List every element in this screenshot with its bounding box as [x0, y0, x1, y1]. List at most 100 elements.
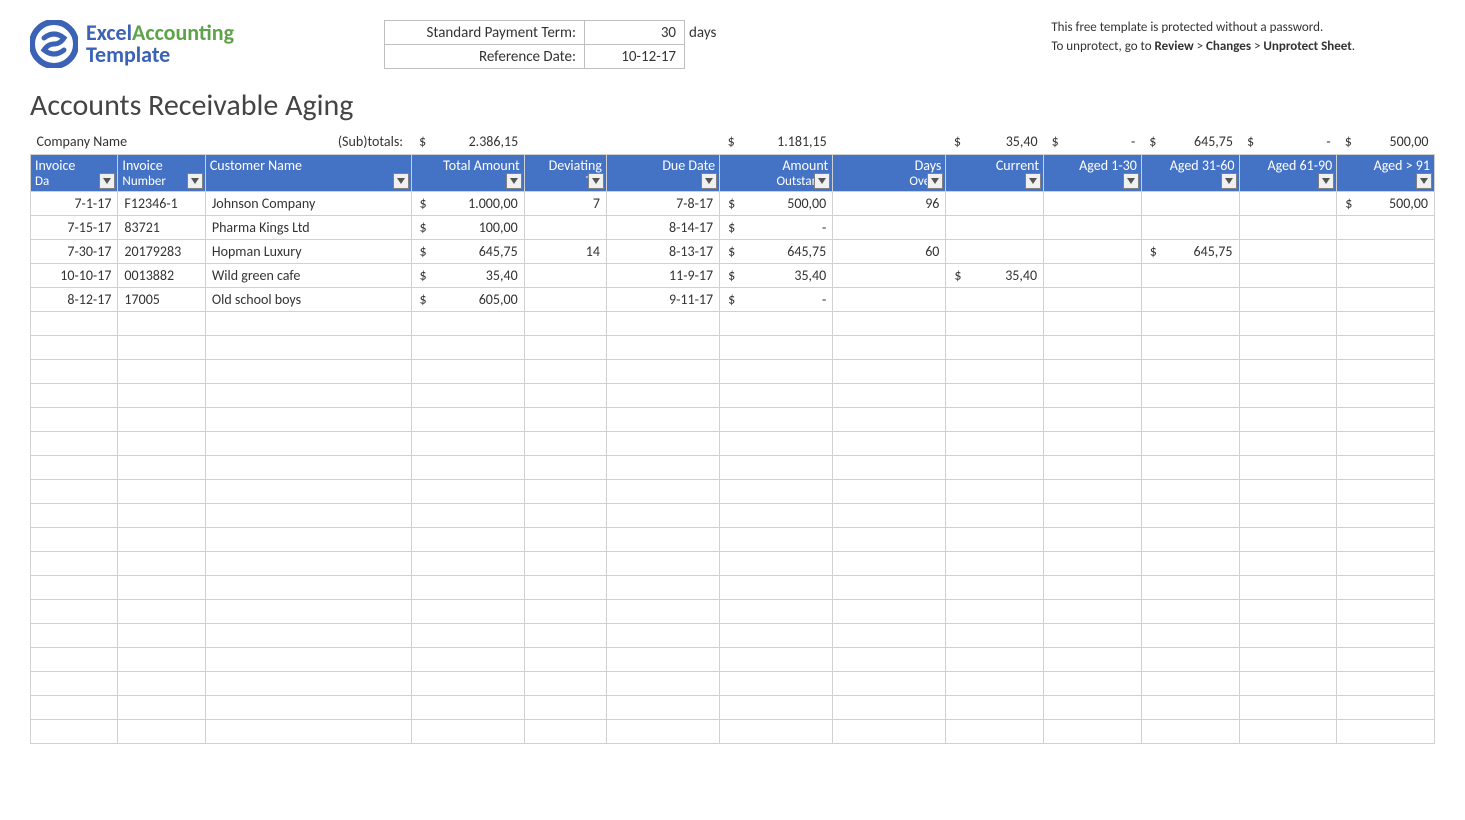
table-row-empty[interactable]: [31, 359, 1435, 383]
cell-amount[interactable]: $645,75: [720, 239, 833, 263]
col-current[interactable]: Current: [946, 154, 1044, 191]
cell-a3[interactable]: [1239, 239, 1337, 263]
cell-deviating[interactable]: 14: [524, 239, 606, 263]
col-aged-1-30[interactable]: Aged 1-30: [1044, 154, 1142, 191]
cell-a1[interactable]: [1044, 239, 1142, 263]
cell-due[interactable]: 7-8-17: [606, 191, 719, 215]
col-deviating[interactable]: DeviatingTer: [524, 154, 606, 191]
cell-customer[interactable]: Wild green cafe: [205, 263, 411, 287]
cell-days[interactable]: [833, 287, 946, 311]
col-customer[interactable]: Customer Name: [205, 154, 411, 191]
table-row-empty[interactable]: [31, 623, 1435, 647]
table-row-empty[interactable]: [31, 479, 1435, 503]
cell-due[interactable]: 8-13-17: [606, 239, 719, 263]
cell-invoice-number[interactable]: 0013882: [118, 263, 205, 287]
cell-customer[interactable]: Johnson Company: [205, 191, 411, 215]
cell-customer[interactable]: Hopman Luxury: [205, 239, 411, 263]
cell-deviating[interactable]: [524, 215, 606, 239]
table-row-empty[interactable]: [31, 695, 1435, 719]
filter-icon[interactable]: [1318, 173, 1334, 189]
filter-icon[interactable]: [1416, 173, 1432, 189]
col-aged-91[interactable]: Aged > 91: [1337, 154, 1435, 191]
cell-customer[interactable]: Old school boys: [205, 287, 411, 311]
payment-term-value[interactable]: 30: [585, 21, 685, 45]
filter-icon[interactable]: [814, 173, 830, 189]
cell-total[interactable]: $100,00: [411, 215, 524, 239]
cell-due[interactable]: 9-11-17: [606, 287, 719, 311]
table-row[interactable]: 7-15-1783721Pharma Kings Ltd$100,008-14-…: [31, 215, 1435, 239]
filter-icon[interactable]: [701, 173, 717, 189]
cell-a4[interactable]: [1337, 263, 1435, 287]
col-days[interactable]: DaysOverd: [833, 154, 946, 191]
filter-icon[interactable]: [1123, 173, 1139, 189]
cell-invoice-date[interactable]: 7-30-17: [31, 239, 118, 263]
filter-icon[interactable]: [99, 173, 115, 189]
cell-a4[interactable]: [1337, 215, 1435, 239]
table-row-empty[interactable]: [31, 503, 1435, 527]
cell-invoice-date[interactable]: 7-1-17: [31, 191, 118, 215]
cell-a3[interactable]: [1239, 263, 1337, 287]
col-aged-61-90[interactable]: Aged 61-90: [1239, 154, 1337, 191]
cell-invoice-number[interactable]: F12346-1: [118, 191, 205, 215]
cell-a1[interactable]: [1044, 287, 1142, 311]
cell-total[interactable]: $35,40: [411, 263, 524, 287]
cell-days[interactable]: 96: [833, 191, 946, 215]
cell-deviating[interactable]: [524, 263, 606, 287]
table-row[interactable]: 7-1-17F12346-1Johnson Company$1.000,0077…: [31, 191, 1435, 215]
cell-total[interactable]: $645,75: [411, 239, 524, 263]
cell-a4[interactable]: [1337, 287, 1435, 311]
filter-icon[interactable]: [187, 173, 203, 189]
filter-icon[interactable]: [1221, 173, 1237, 189]
cell-a2[interactable]: [1141, 215, 1239, 239]
table-row[interactable]: 10-10-170013882Wild green cafe$35,4011-9…: [31, 263, 1435, 287]
table-row-empty[interactable]: [31, 719, 1435, 743]
table-row-empty[interactable]: [31, 599, 1435, 623]
cell-total[interactable]: $605,00: [411, 287, 524, 311]
cell-amount[interactable]: $-: [720, 215, 833, 239]
col-amount[interactable]: AmountOutstandi: [720, 154, 833, 191]
cell-invoice-number[interactable]: 20179283: [118, 239, 205, 263]
col-invoice-date[interactable]: InvoiceDa: [31, 154, 118, 191]
cell-customer[interactable]: Pharma Kings Ltd: [205, 215, 411, 239]
col-invoice-number[interactable]: InvoiceNumber: [118, 154, 205, 191]
table-row-empty[interactable]: [31, 551, 1435, 575]
cell-a2[interactable]: $645,75: [1141, 239, 1239, 263]
filter-icon[interactable]: [1025, 173, 1041, 189]
table-row-empty[interactable]: [31, 575, 1435, 599]
cell-current[interactable]: [946, 239, 1044, 263]
table-row-empty[interactable]: [31, 335, 1435, 359]
table-row-empty[interactable]: [31, 455, 1435, 479]
cell-amount[interactable]: $35,40: [720, 263, 833, 287]
cell-days[interactable]: 60: [833, 239, 946, 263]
cell-a2[interactable]: [1141, 191, 1239, 215]
cell-amount[interactable]: $-: [720, 287, 833, 311]
cell-deviating[interactable]: 7: [524, 191, 606, 215]
table-row-empty[interactable]: [31, 527, 1435, 551]
cell-a4[interactable]: [1337, 239, 1435, 263]
table-row-empty[interactable]: [31, 311, 1435, 335]
cell-a1[interactable]: [1044, 191, 1142, 215]
cell-invoice-date[interactable]: 7-15-17: [31, 215, 118, 239]
cell-deviating[interactable]: [524, 287, 606, 311]
filter-icon[interactable]: [588, 173, 604, 189]
col-total[interactable]: Total Amount: [411, 154, 524, 191]
filter-icon[interactable]: [393, 173, 409, 189]
cell-a2[interactable]: [1141, 287, 1239, 311]
table-row-empty[interactable]: [31, 407, 1435, 431]
col-aged-31-60[interactable]: Aged 31-60: [1141, 154, 1239, 191]
filter-icon[interactable]: [927, 173, 943, 189]
cell-a1[interactable]: [1044, 215, 1142, 239]
cell-invoice-date[interactable]: 10-10-17: [31, 263, 118, 287]
reference-date-value[interactable]: 10-12-17: [585, 45, 685, 69]
table-row[interactable]: 7-30-1720179283Hopman Luxury$645,75148-1…: [31, 239, 1435, 263]
cell-a3[interactable]: [1239, 215, 1337, 239]
table-row-empty[interactable]: [31, 671, 1435, 695]
cell-a2[interactable]: [1141, 263, 1239, 287]
cell-a4[interactable]: $500,00: [1337, 191, 1435, 215]
table-row-empty[interactable]: [31, 647, 1435, 671]
cell-due[interactable]: 8-14-17: [606, 215, 719, 239]
cell-total[interactable]: $1.000,00: [411, 191, 524, 215]
cell-a1[interactable]: [1044, 263, 1142, 287]
col-due-date[interactable]: Due Date: [606, 154, 719, 191]
cell-current[interactable]: [946, 191, 1044, 215]
